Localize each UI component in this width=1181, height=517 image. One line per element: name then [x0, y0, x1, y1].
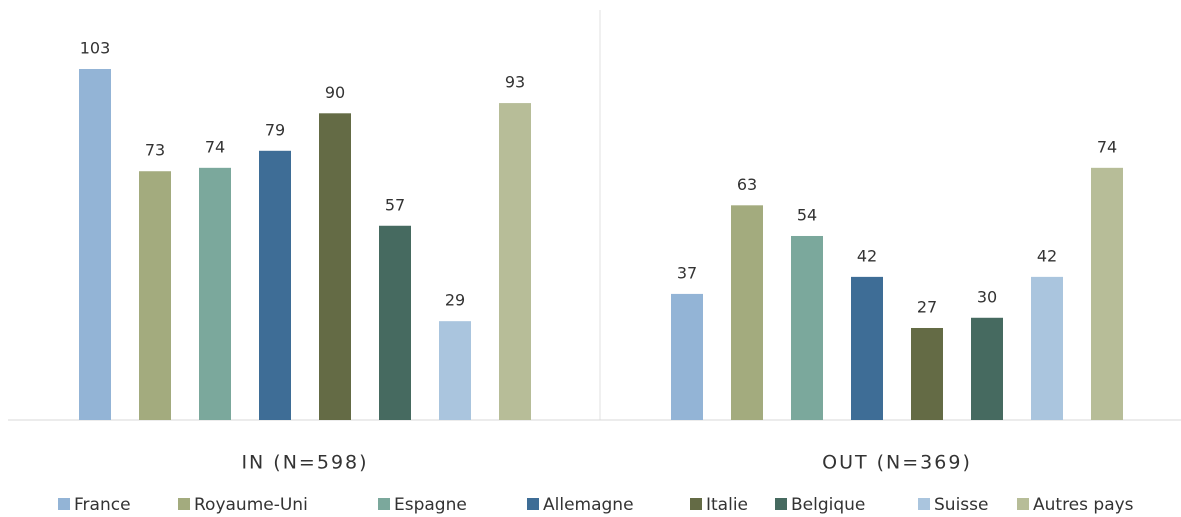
bar	[499, 103, 531, 420]
legend-swatch	[918, 498, 930, 510]
data-label: 74	[1097, 137, 1117, 156]
data-label: 37	[677, 263, 697, 282]
legend-swatch	[178, 498, 190, 510]
data-label: 74	[205, 137, 225, 156]
data-label: 42	[857, 246, 877, 265]
legend-swatch	[775, 498, 787, 510]
legend-label: Suisse	[934, 495, 988, 515]
legend-label: Belgique	[791, 495, 865, 515]
legend-swatch	[1017, 498, 1029, 510]
data-label: 63	[737, 175, 757, 194]
legend-swatch	[690, 498, 702, 510]
legend-swatch	[58, 498, 70, 510]
legend-label: France	[74, 495, 131, 515]
legend-label: Italie	[706, 495, 748, 515]
legend-swatch	[378, 498, 390, 510]
bar	[79, 69, 111, 420]
category-label: IN (N=598)	[241, 452, 368, 474]
legend-swatch	[527, 498, 539, 510]
bar	[379, 225, 411, 420]
data-label: 93	[505, 73, 525, 92]
bar	[319, 113, 351, 421]
legend-label: Autres pays	[1033, 495, 1134, 515]
bar	[851, 276, 883, 420]
bar	[731, 205, 763, 420]
data-label: 103	[80, 39, 111, 58]
category-label: OUT (N=369)	[822, 452, 972, 474]
legend-label: Royaume-Uni	[194, 495, 308, 515]
data-label: 57	[385, 195, 405, 214]
data-label: 27	[917, 297, 937, 316]
data-label: 73	[145, 141, 165, 160]
bar	[671, 293, 703, 420]
data-label: 42	[1037, 246, 1057, 265]
bar	[199, 167, 231, 420]
data-label: 79	[265, 120, 285, 139]
legend-label: Allemagne	[543, 495, 634, 515]
bar	[791, 235, 823, 420]
data-label: 30	[977, 287, 997, 306]
data-label: 54	[797, 205, 817, 224]
bar	[1091, 167, 1123, 420]
bar	[439, 321, 471, 420]
data-label: 90	[325, 83, 345, 102]
data-label: 29	[445, 291, 465, 310]
bar	[259, 150, 291, 420]
bar	[971, 317, 1003, 420]
legend-label: Espagne	[394, 495, 467, 515]
bar	[911, 327, 943, 420]
bar	[139, 171, 171, 420]
bar	[1031, 276, 1063, 420]
